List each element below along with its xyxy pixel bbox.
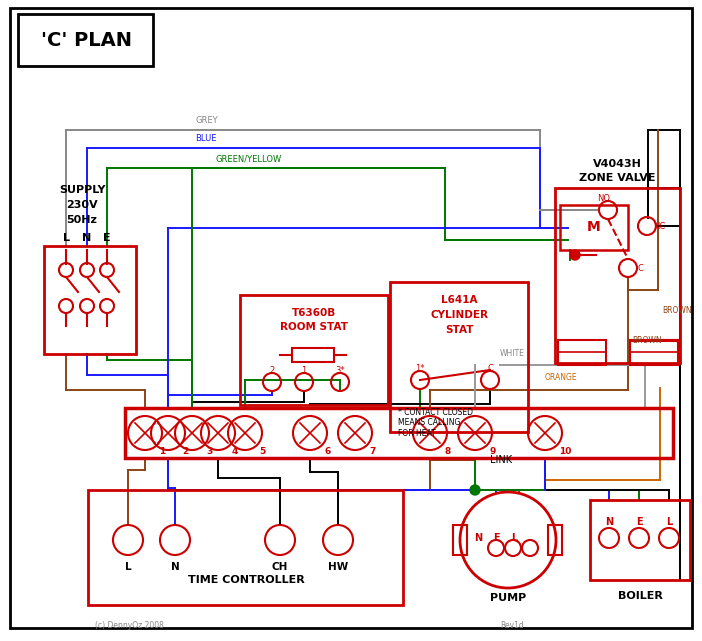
Text: E: E <box>636 517 642 527</box>
Bar <box>630 340 678 365</box>
Text: 7: 7 <box>369 447 376 456</box>
Bar <box>44 246 136 354</box>
Text: SUPPLY: SUPPLY <box>59 185 105 195</box>
Text: 10: 10 <box>559 447 571 456</box>
Text: STAT: STAT <box>445 325 473 335</box>
Text: * CONTACT CLOSED
MEANS CALLING
FOR HEAT: * CONTACT CLOSED MEANS CALLING FOR HEAT <box>398 408 473 438</box>
Bar <box>453 525 467 555</box>
Text: 1: 1 <box>301 365 307 374</box>
Text: 1: 1 <box>159 447 165 456</box>
Text: ZONE VALVE: ZONE VALVE <box>578 173 655 183</box>
Text: GREEN/YELLOW: GREEN/YELLOW <box>215 154 282 163</box>
Text: 2: 2 <box>182 447 188 456</box>
Text: 4: 4 <box>232 447 239 456</box>
Text: TIME CONTROLLER: TIME CONTROLLER <box>187 575 305 585</box>
Text: WHITE: WHITE <box>500 349 525 358</box>
Text: NC: NC <box>653 222 665 231</box>
Circle shape <box>570 250 580 260</box>
Text: N: N <box>474 533 482 543</box>
Text: E: E <box>103 233 111 243</box>
Text: BROWN: BROWN <box>662 306 691 315</box>
Text: Rev1d: Rev1d <box>500 620 524 629</box>
Bar <box>558 340 606 365</box>
Text: C: C <box>637 263 643 272</box>
Text: V4043H: V4043H <box>592 159 642 169</box>
Text: 3*: 3* <box>335 365 345 374</box>
Text: 'C' PLAN: 'C' PLAN <box>41 31 131 49</box>
Text: N: N <box>82 233 92 243</box>
Text: 6: 6 <box>324 447 330 456</box>
Text: NO: NO <box>597 194 611 203</box>
Text: (c) DennyOz 2008: (c) DennyOz 2008 <box>95 620 164 629</box>
Bar <box>555 188 680 363</box>
Text: ROOM STAT: ROOM STAT <box>280 322 348 332</box>
Text: L: L <box>62 233 69 243</box>
Text: 1*: 1* <box>416 363 425 372</box>
Text: BROWN: BROWN <box>632 335 661 344</box>
Text: C: C <box>487 363 493 372</box>
Text: PUMP: PUMP <box>490 593 526 603</box>
Text: CH: CH <box>272 562 289 572</box>
Text: 2: 2 <box>270 365 274 374</box>
Bar <box>18 14 153 66</box>
Text: N: N <box>605 517 613 527</box>
Text: L641A: L641A <box>441 295 477 305</box>
Bar <box>292 348 334 362</box>
Text: BOILER: BOILER <box>618 591 663 601</box>
Text: 5: 5 <box>259 447 265 456</box>
Text: BLUE: BLUE <box>195 134 216 143</box>
Text: L: L <box>666 517 672 527</box>
Text: HW: HW <box>328 562 348 572</box>
Text: ORANGE: ORANGE <box>545 373 578 382</box>
Text: 50Hz: 50Hz <box>67 215 98 225</box>
Text: GREY: GREY <box>195 116 218 125</box>
Bar <box>88 490 403 605</box>
Text: 230V: 230V <box>66 200 98 210</box>
Bar <box>390 282 528 432</box>
Bar <box>590 500 690 580</box>
Bar <box>548 525 562 555</box>
Circle shape <box>470 485 480 495</box>
Text: M: M <box>587 220 601 234</box>
Text: CYLINDER: CYLINDER <box>430 310 488 320</box>
Bar <box>125 408 673 458</box>
Text: T6360B: T6360B <box>292 308 336 318</box>
Text: L: L <box>125 562 131 572</box>
Bar <box>630 340 678 341</box>
Text: 3: 3 <box>206 447 212 456</box>
Text: L: L <box>511 533 517 543</box>
Text: LINK: LINK <box>490 455 512 465</box>
Bar <box>560 205 628 250</box>
Text: N: N <box>171 562 180 572</box>
Text: E: E <box>493 533 499 543</box>
Text: 8: 8 <box>444 447 450 456</box>
Text: 9: 9 <box>489 447 496 456</box>
Bar <box>240 295 388 405</box>
